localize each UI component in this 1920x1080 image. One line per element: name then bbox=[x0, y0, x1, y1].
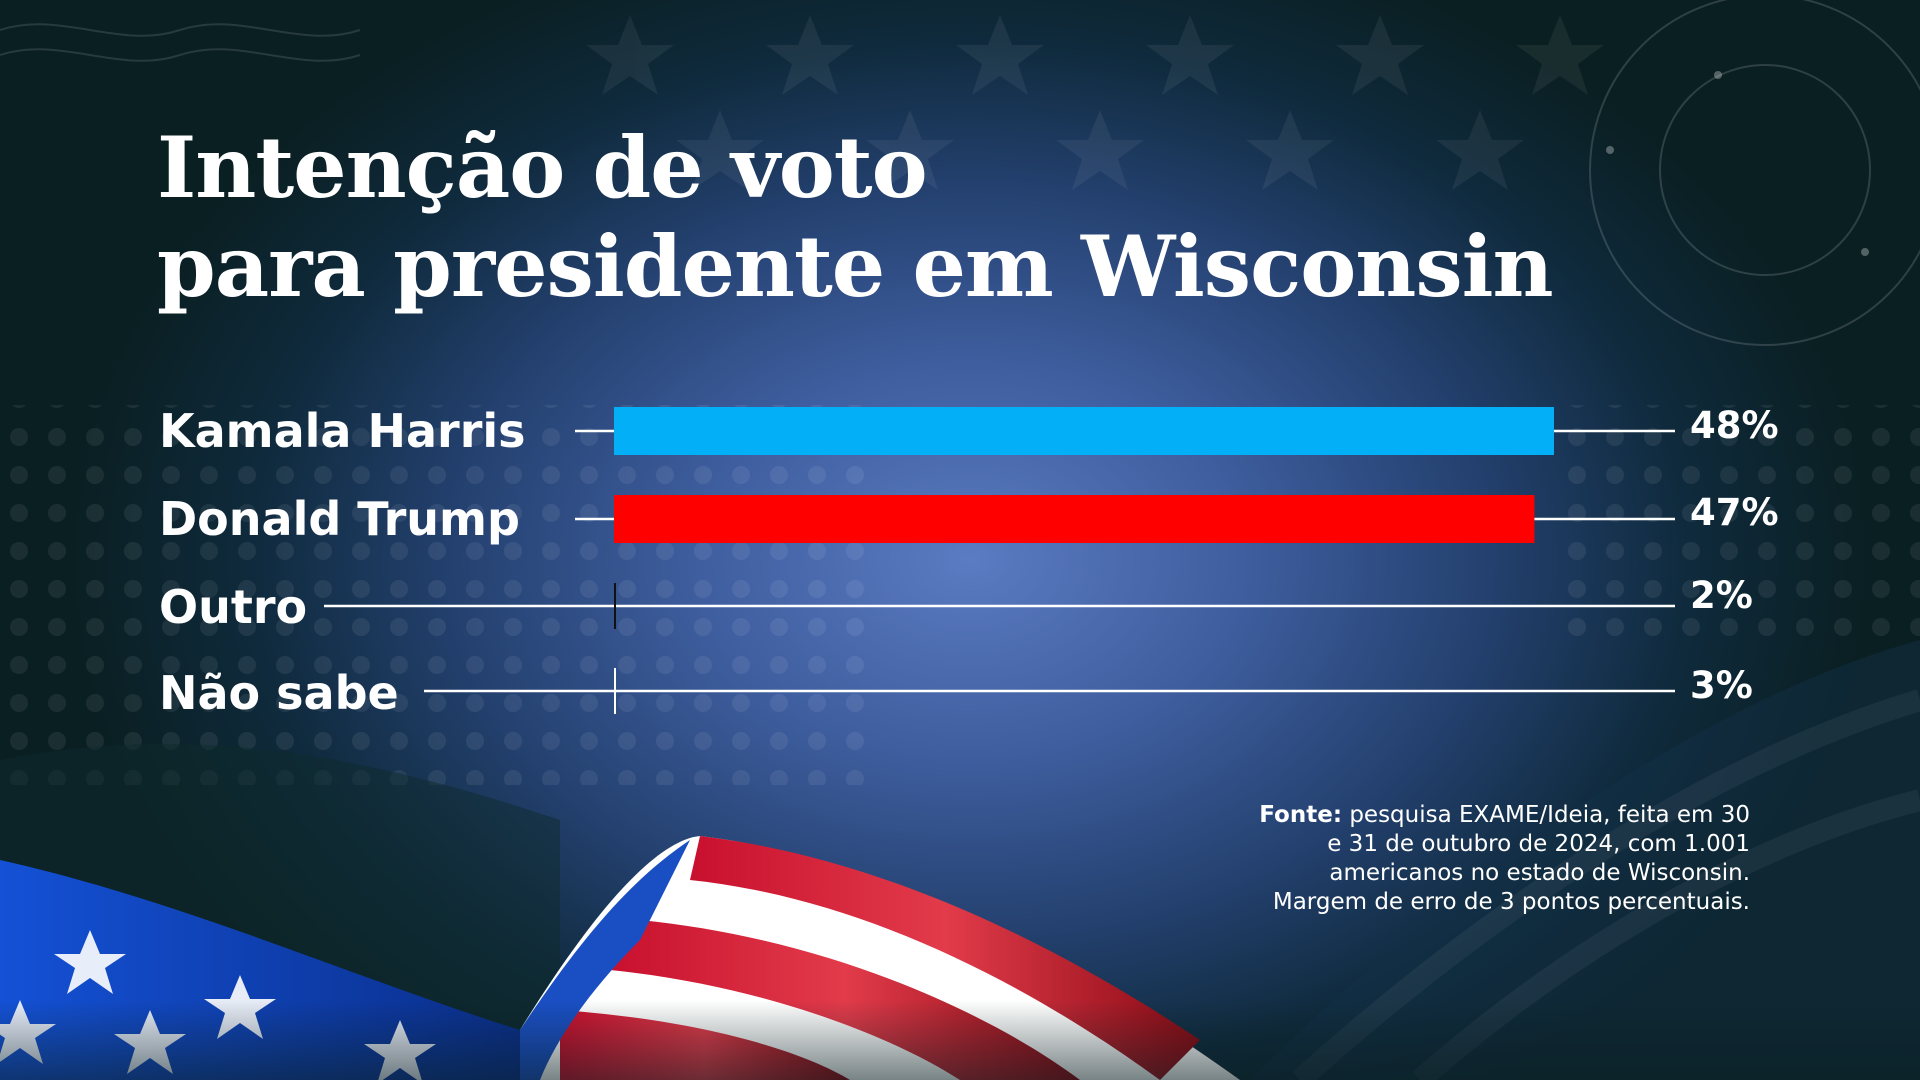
chart-title-line-1: Intenção de voto bbox=[157, 118, 928, 217]
source-label: Fonte: bbox=[1259, 802, 1343, 828]
bar-row-2 bbox=[614, 495, 1535, 543]
category-label-outro: Outro bbox=[159, 580, 308, 634]
value-label-trump: 47% bbox=[1690, 491, 1779, 534]
value-label-nao-sabe: 3% bbox=[1690, 664, 1753, 707]
bar-row-3 bbox=[614, 583, 616, 629]
chart-title: Intenção de voto para presidente em Wisc… bbox=[157, 118, 1554, 316]
bar-row-4 bbox=[614, 668, 616, 714]
category-label-harris: Kamala Harris bbox=[159, 404, 526, 458]
category-label-trump: Donald Trump bbox=[159, 492, 520, 546]
source-note: Fonte: pesquisa EXAME/Ideia, feita em 30… bbox=[1240, 801, 1750, 917]
value-label-harris: 48% bbox=[1690, 404, 1779, 447]
value-label-outro: 2% bbox=[1690, 574, 1753, 617]
category-label-nao-sabe: Não sabe bbox=[159, 666, 399, 720]
source-text: pesquisa EXAME/Ideia, feita em 30 e 31 d… bbox=[1272, 802, 1750, 915]
chart-title-line-2: para presidente em Wisconsin bbox=[157, 217, 1554, 316]
bar-row-1 bbox=[614, 407, 1554, 455]
